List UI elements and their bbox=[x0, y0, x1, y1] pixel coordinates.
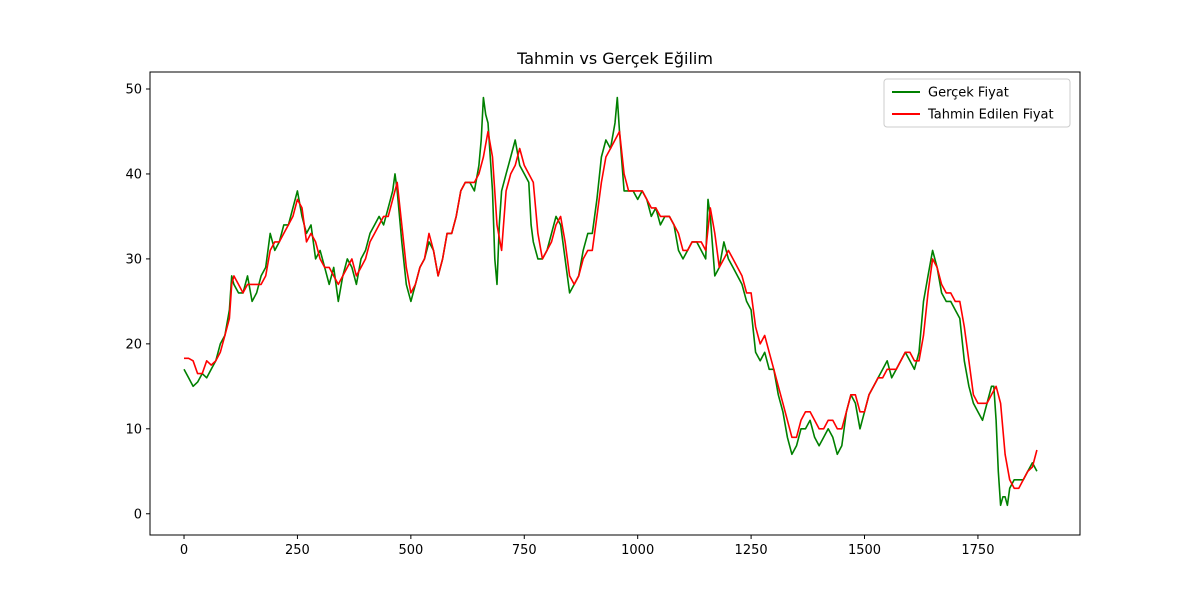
legend: Gerçek Fiyat Tahmin Edilen Fiyat bbox=[883, 78, 1071, 128]
x-tick-label: 1000 bbox=[621, 543, 654, 558]
series-line-predicted bbox=[184, 130, 1038, 490]
y-tick-label: 10 bbox=[125, 422, 142, 437]
legend-box bbox=[883, 78, 1071, 128]
plot-area bbox=[183, 96, 1038, 507]
x-tick-label: 250 bbox=[285, 543, 310, 558]
chart-title: Tahmin vs Gerçek Eğilim bbox=[516, 49, 713, 68]
y-axis: 0 10 20 30 40 50 bbox=[125, 82, 150, 522]
axes-frame bbox=[149, 71, 1081, 536]
x-tick-label: 500 bbox=[398, 543, 423, 558]
legend-label: Gerçek Fiyat bbox=[928, 86, 1009, 101]
y-tick-label: 40 bbox=[125, 167, 142, 182]
x-tick-label: 0 bbox=[180, 543, 188, 558]
x-tick-label: 1500 bbox=[848, 543, 881, 558]
x-axis: 0 250 500 750 1000 1250 1500 1750 bbox=[180, 535, 994, 558]
y-tick-label: 0 bbox=[134, 507, 142, 522]
x-tick-label: 1250 bbox=[735, 543, 768, 558]
legend-label: Tahmin Edilen Fiyat bbox=[927, 108, 1054, 123]
series-line-actual bbox=[183, 96, 1038, 507]
y-tick-label: 30 bbox=[125, 252, 142, 267]
x-tick-label: 1750 bbox=[961, 543, 994, 558]
x-tick-label: 750 bbox=[512, 543, 537, 558]
y-tick-label: 20 bbox=[125, 337, 142, 352]
y-tick-label: 50 bbox=[125, 82, 142, 97]
